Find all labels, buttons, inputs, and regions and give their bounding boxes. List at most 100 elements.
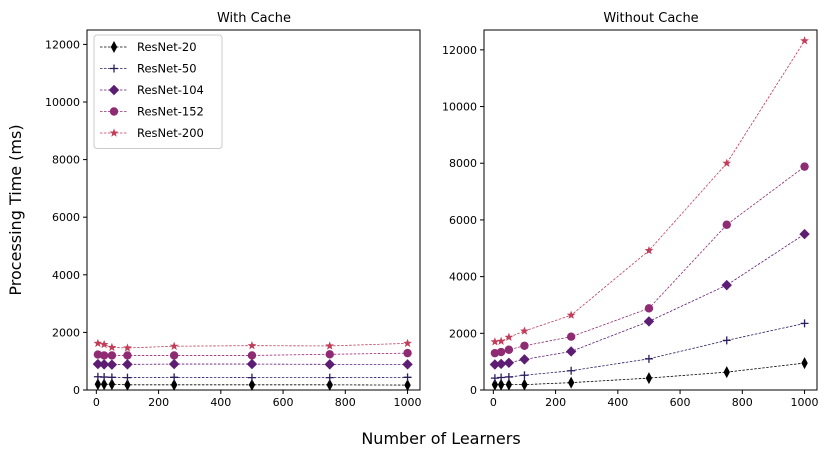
y-tick-label: 6000 bbox=[449, 214, 477, 227]
data-point-resnet-152 bbox=[169, 351, 179, 360]
x-tick-label: 200 bbox=[545, 396, 566, 409]
y-tick-label: 8000 bbox=[52, 154, 80, 167]
y-tick-label: 2000 bbox=[449, 327, 477, 340]
y-tick-label: 10000 bbox=[45, 96, 80, 109]
y-tick-label: 4000 bbox=[52, 269, 80, 282]
series-layer-with-cache bbox=[92, 338, 413, 392]
data-point-resnet-200 bbox=[123, 343, 132, 352]
x-tick-label: 200 bbox=[148, 396, 169, 409]
data-point-resnet-20 bbox=[248, 378, 256, 391]
series-line-resnet-104 bbox=[97, 363, 408, 366]
data-point-resnet-104 bbox=[721, 279, 732, 291]
data-point-resnet-104 bbox=[92, 358, 104, 370]
data-point-resnet-20 bbox=[124, 378, 131, 391]
series-line-resnet-50 bbox=[97, 376, 408, 379]
data-point-resnet-200 bbox=[99, 339, 109, 349]
legend-label: ResNet-152 bbox=[137, 105, 204, 119]
data-point-resnet-50 bbox=[504, 372, 513, 381]
data-point-resnet-104 bbox=[643, 316, 655, 327]
data-point-resnet-104 bbox=[168, 358, 180, 370]
data-point-resnet-152 bbox=[644, 304, 654, 313]
data-point-resnet-20 bbox=[497, 378, 505, 391]
data-point-resnet-50 bbox=[567, 366, 576, 375]
x-tick-label: 0 bbox=[93, 396, 100, 409]
data-point-resnet-200 bbox=[325, 341, 335, 350]
data-point-resnet-104 bbox=[98, 359, 110, 370]
data-point-resnet-50 bbox=[107, 373, 116, 382]
series-line-resnet-200 bbox=[97, 342, 408, 349]
data-point-resnet-104 bbox=[503, 357, 515, 368]
legend: ResNet-20 ResNet-50 ResNet-104 ResNet-152 Re… bbox=[93, 34, 223, 149]
plot-frame-without-cache bbox=[483, 29, 818, 391]
data-point-resnet-104 bbox=[799, 228, 810, 240]
y-axis-label: Processing Time (ms) bbox=[6, 124, 25, 295]
data-point-resnet-50 bbox=[247, 373, 256, 382]
series-resnet-200 bbox=[93, 338, 412, 352]
data-point-resnet-200 bbox=[800, 36, 809, 45]
data-point-resnet-104 bbox=[402, 359, 413, 370]
series-line-resnet-152 bbox=[494, 166, 805, 354]
data-point-resnet-50 bbox=[170, 373, 179, 382]
chart-panel-without-cache: Without Cache 0 200 400 600 800 1000020004000… bbox=[442, 11, 819, 409]
data-point-resnet-200 bbox=[722, 158, 732, 167]
data-point-resnet-50 bbox=[100, 373, 109, 382]
y-tick-label: 0 bbox=[470, 384, 477, 397]
legend-item-resnet-104: ResNet-104 bbox=[100, 83, 204, 97]
data-point-resnet-20 bbox=[108, 378, 116, 391]
y-tick-label: 8000 bbox=[449, 157, 477, 170]
series-line-resnet-104 bbox=[494, 233, 805, 365]
data-point-resnet-104 bbox=[122, 359, 133, 370]
data-point-resnet-50 bbox=[123, 373, 132, 382]
series-resnet-104 bbox=[489, 228, 810, 370]
legend-label: ResNet-104 bbox=[137, 83, 204, 97]
data-point-resnet-200 bbox=[566, 310, 576, 319]
data-point-resnet-20 bbox=[801, 357, 808, 370]
series-resnet-104 bbox=[92, 358, 413, 370]
data-point-resnet-152 bbox=[490, 348, 500, 358]
x-tick-label: 400 bbox=[607, 396, 628, 409]
data-point-resnet-152 bbox=[800, 162, 809, 171]
data-point-resnet-152 bbox=[566, 332, 576, 341]
legend-item-resnet-200: ResNet-200 bbox=[100, 126, 204, 140]
data-point-resnet-200 bbox=[496, 336, 506, 345]
plot-frame-with-cache bbox=[86, 29, 421, 391]
data-point-resnet-20 bbox=[326, 378, 333, 391]
x-axis-label: Number of Learners bbox=[361, 429, 520, 448]
data-point-resnet-200 bbox=[520, 326, 529, 335]
data-point-resnet-50 bbox=[403, 373, 412, 382]
data-point-resnet-50 bbox=[520, 371, 529, 380]
series-resnet-20 bbox=[94, 378, 411, 392]
legend-item-resnet-152: ResNet-152 bbox=[100, 105, 204, 119]
data-point-resnet-20 bbox=[723, 366, 730, 379]
legend-label: ResNet-50 bbox=[137, 62, 197, 76]
data-point-resnet-20 bbox=[491, 378, 499, 391]
legend-marker bbox=[109, 128, 119, 137]
data-point-resnet-152 bbox=[722, 220, 731, 229]
data-point-resnet-152 bbox=[107, 351, 117, 360]
data-point-resnet-152 bbox=[504, 345, 514, 354]
axis-ticks-without-cache: 0 200 400 600 800 100002000400060008000100001… bbox=[442, 44, 819, 409]
x-tick-label: 1000 bbox=[791, 396, 819, 409]
data-point-resnet-20 bbox=[567, 376, 575, 389]
data-point-resnet-20 bbox=[404, 379, 411, 392]
series-resnet-50 bbox=[490, 319, 809, 383]
data-point-resnet-152 bbox=[403, 348, 412, 358]
legend-marker bbox=[110, 41, 118, 53]
x-tick-label: 400 bbox=[210, 396, 231, 409]
data-point-resnet-50 bbox=[497, 373, 506, 382]
y-tick-label: 6000 bbox=[52, 211, 80, 224]
data-point-resnet-200 bbox=[504, 332, 514, 341]
legend-item-resnet-20: ResNet-20 bbox=[100, 40, 197, 54]
y-tick-label: 12000 bbox=[45, 38, 80, 51]
data-point-resnet-152 bbox=[93, 350, 103, 359]
data-point-resnet-50 bbox=[644, 354, 653, 363]
series-line-resnet-152 bbox=[97, 352, 408, 356]
y-tick-label: 4000 bbox=[449, 271, 477, 284]
series-line-resnet-50 bbox=[494, 322, 805, 379]
chart-title-with-cache: With Cache bbox=[217, 11, 291, 26]
data-point-resnet-20 bbox=[170, 378, 178, 391]
data-point-resnet-50 bbox=[722, 336, 731, 345]
data-point-resnet-152 bbox=[325, 350, 334, 359]
x-tick-label: 1000 bbox=[394, 396, 422, 409]
